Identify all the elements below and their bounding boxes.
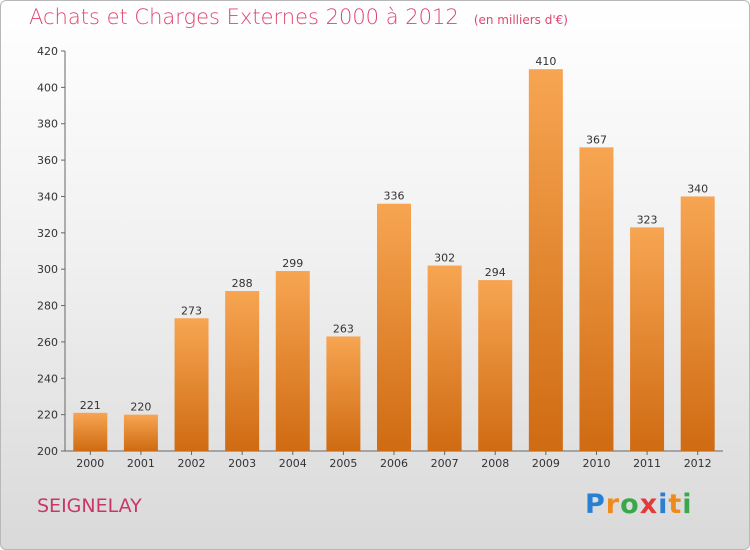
- bar: [174, 318, 209, 451]
- x-tick-label: 2011: [633, 457, 661, 470]
- x-tick-label: 2002: [178, 457, 206, 470]
- bar-value-label: 273: [181, 304, 202, 317]
- logo-letter: i: [682, 489, 693, 520]
- y-tick-label: 420: [37, 45, 58, 58]
- bar: [326, 336, 361, 451]
- y-tick-label: 340: [37, 190, 58, 203]
- title-unit: (en milliers d'€): [473, 13, 568, 27]
- bar-value-label: 340: [687, 182, 708, 195]
- x-tick-label: 2010: [582, 457, 610, 470]
- x-tick-label: 2003: [228, 457, 256, 470]
- logo-letter: o: [620, 489, 640, 520]
- y-tick-label: 200: [37, 445, 58, 458]
- logo-letter: t: [668, 489, 683, 520]
- bar: [478, 280, 513, 451]
- bar-value-label: 323: [637, 213, 658, 226]
- bar: [528, 69, 563, 451]
- chart-title: Achats et Charges Externes 2000 à 2012 (…: [29, 5, 568, 29]
- commune-name: SEIGNELAY: [37, 495, 142, 517]
- bars: 221 220 273 288 299 263 336 302 294 410 367 323 340: [73, 55, 715, 451]
- bar-value-label: 410: [535, 55, 556, 68]
- x-tick-label: 2005: [329, 457, 357, 470]
- bar: [630, 227, 665, 451]
- y-tick-label: 360: [37, 154, 58, 167]
- bar: [225, 291, 260, 451]
- bar: [579, 147, 614, 451]
- x-tick-label: 2004: [279, 457, 307, 470]
- y-tick-label: 220: [37, 409, 58, 422]
- x-tick-label: 2009: [532, 457, 560, 470]
- bar-value-label: 220: [130, 401, 151, 414]
- bar: [275, 271, 310, 451]
- x-tick-label: 2008: [481, 457, 509, 470]
- y-tick-label: 380: [37, 118, 58, 131]
- x-tick-label: 2006: [380, 457, 408, 470]
- x-tick-label: 2000: [76, 457, 104, 470]
- bar-value-label: 263: [333, 322, 354, 335]
- bar-value-label: 336: [384, 190, 405, 203]
- x-tick-label: 2012: [684, 457, 712, 470]
- y-tick-label: 400: [37, 81, 58, 94]
- logo-letter: i: [658, 489, 669, 520]
- logo-letter: r: [605, 489, 621, 520]
- bar-value-label: 288: [232, 277, 253, 290]
- y-tick-label: 320: [37, 227, 58, 240]
- x-tick-label: 2007: [431, 457, 459, 470]
- x-tick-label: 2001: [127, 457, 155, 470]
- bar: [680, 196, 715, 451]
- bar-value-label: 294: [485, 266, 506, 279]
- bar: [123, 414, 158, 451]
- axes: 200 220 240 260 280 300 320 340 360 380 400 420 2000…: [37, 45, 723, 470]
- bar-value-label: 367: [586, 133, 607, 146]
- bar: [377, 203, 411, 451]
- y-tick-label: 280: [37, 300, 58, 313]
- bar: [73, 412, 108, 451]
- bar-value-label: 221: [80, 399, 101, 412]
- bar-value-label: 302: [434, 252, 455, 265]
- logo-letter: P: [585, 489, 606, 520]
- y-tick-label: 240: [37, 372, 58, 385]
- proxiti-logo: Proxiti: [585, 489, 693, 520]
- title-text: Achats et Charges Externes 2000 à 2012: [29, 5, 459, 29]
- y-tick-label: 260: [37, 336, 58, 349]
- logo-letter: x: [639, 489, 659, 520]
- y-tick-label: 300: [37, 263, 58, 276]
- bar-value-label: 299: [282, 257, 303, 270]
- bar: [427, 265, 462, 451]
